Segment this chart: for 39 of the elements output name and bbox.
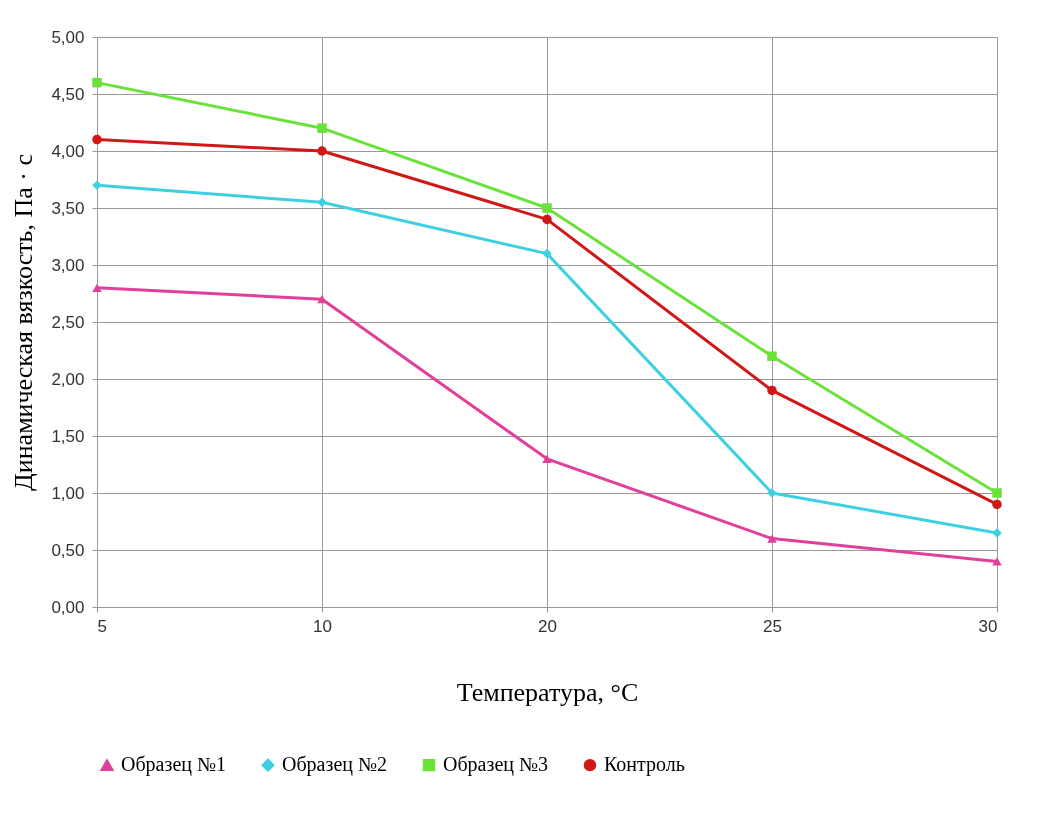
point [992,557,1002,566]
y-tick-label: 0,00 [51,597,85,617]
legend-label: Образец №1 [121,753,227,777]
point [767,534,777,543]
legend-label: Образец №2 [282,753,388,777]
point [767,385,777,396]
point [317,146,327,156]
y-tick-label: 2,50 [51,312,85,332]
y-tick-label: 4,50 [51,84,85,104]
y-tick-label: 3,00 [51,255,85,275]
x-axis-title: Температура, °C [456,677,639,707]
point [92,134,102,145]
x-tick-label: 25 [763,616,782,636]
legend-label: Контроль [604,753,685,777]
y-tick-label: 3,50 [51,198,85,218]
point [767,351,777,361]
point [92,77,102,88]
point [542,203,552,213]
point [542,214,552,225]
x-tick-label: 5 [97,616,107,636]
x-tick-label: 20 [538,616,557,636]
legend-label: Образец №3 [443,753,549,777]
point [317,197,327,208]
point [542,454,552,463]
point [92,283,102,292]
x-tick-label: 30 [978,616,998,636]
point [542,248,552,259]
y-tick-label: 1,50 [51,426,85,446]
y-tick-label: 0,50 [51,540,85,560]
point [992,488,1002,498]
y-tick-label: 1,00 [51,483,85,503]
y-tick-label: 4,00 [51,141,85,161]
y-axis-title: Динамическая вязкость, Па · с [9,154,39,491]
y-tick-label: 2,00 [51,369,85,389]
point [317,123,327,133]
x-tick-label: 10 [313,616,332,636]
y-tick-label: 5,00 [51,27,85,47]
point [317,295,327,304]
point [992,499,1002,510]
